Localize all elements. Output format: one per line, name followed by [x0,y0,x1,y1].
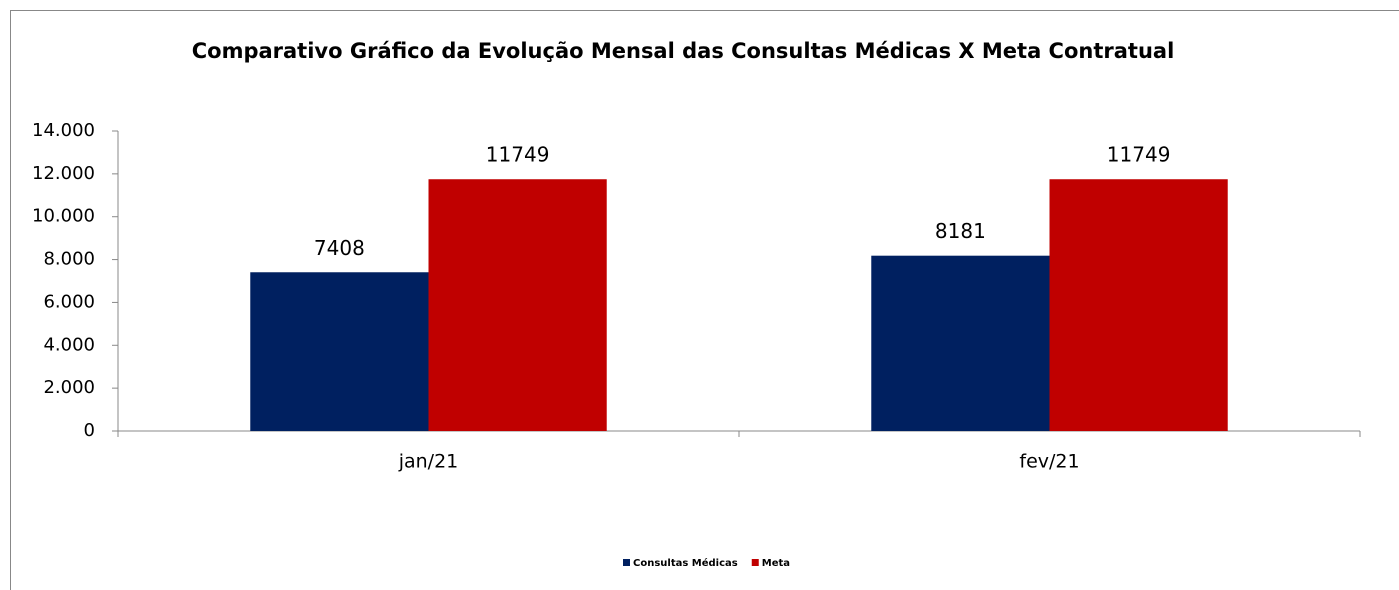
data-label: 11749 [486,143,550,167]
data-label: 11749 [1107,143,1171,167]
y-tick-label: 10.000 [32,206,95,227]
bar [250,272,429,431]
legend-label: Meta [762,558,790,569]
bar [871,255,1050,431]
legend-swatch [751,559,759,566]
data-label: 7408 [314,236,365,260]
y-tick-label: 14.000 [32,120,95,141]
y-tick-label: 0 [84,420,95,441]
x-tick-label: jan/21 [398,451,459,473]
y-tick-label: 6.000 [43,291,95,312]
legend-label: Consultas Médicas [633,557,738,569]
legend-swatch [623,559,630,566]
bar [1049,179,1228,431]
x-tick-label: fev/21 [1019,451,1079,473]
bar [428,179,607,431]
y-tick-label: 8.000 [43,249,95,270]
y-tick-label: 12.000 [32,163,95,184]
y-tick-label: 4.000 [43,334,95,355]
y-tick-label: 2.000 [43,377,95,398]
data-label: 8181 [935,219,986,243]
chart-title: Comparativo Gráfico da Evolução Mensal d… [192,39,1175,63]
